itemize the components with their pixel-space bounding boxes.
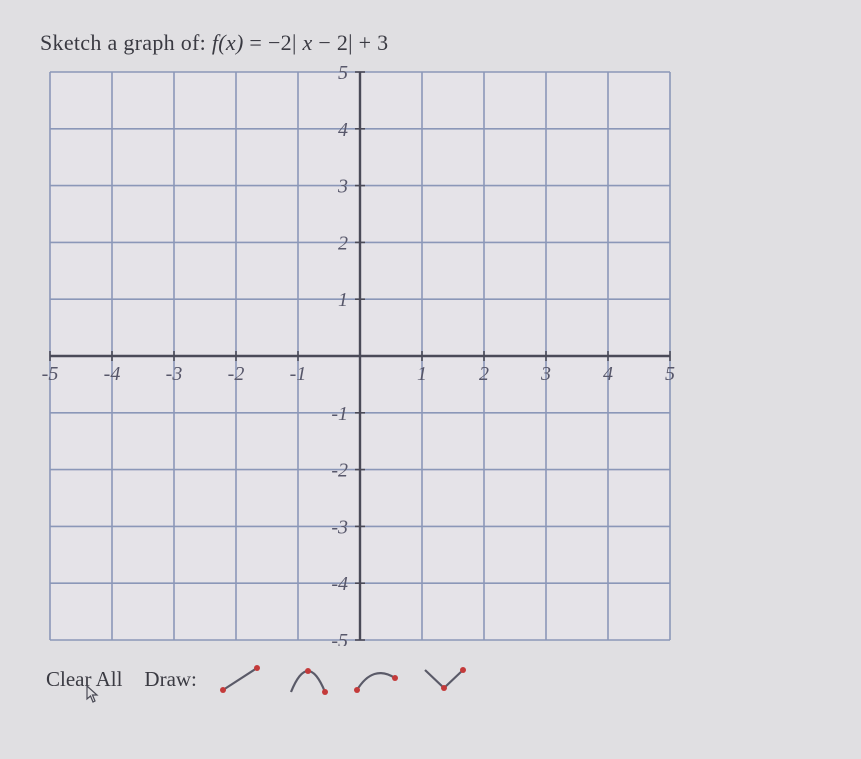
y-tick-label: -5 xyxy=(331,630,348,646)
x-tick-label: -2 xyxy=(228,363,245,385)
absval-tool-icon xyxy=(421,662,467,696)
x-tick-label: -4 xyxy=(104,363,121,385)
clear-all-label: Clear All xyxy=(46,667,122,691)
rhs-a: −2| xyxy=(268,30,297,55)
x-tick-label: -3 xyxy=(166,363,183,385)
y-tick-label: 2 xyxy=(338,232,348,254)
equals: = xyxy=(249,30,268,55)
y-tick-label: -2 xyxy=(331,460,348,482)
y-tick-label: -1 xyxy=(331,403,348,425)
rhs-b: x xyxy=(302,30,312,55)
x-tick-label: 2 xyxy=(479,363,489,385)
arc-tool-icon xyxy=(353,662,399,696)
parabola-tool-button[interactable] xyxy=(283,660,333,698)
x-tick-label: 1 xyxy=(417,363,427,385)
toolbar: Clear All Draw: xyxy=(46,660,821,698)
parabola-tool-icon xyxy=(285,662,331,696)
func-lhs: f(x) xyxy=(212,30,244,55)
x-tick-label: 5 xyxy=(665,363,675,385)
y-tick-label: 5 xyxy=(338,66,348,84)
y-tick-label: 1 xyxy=(338,289,348,311)
coordinate-grid[interactable]: -5 -4 -3 -2 -1 1 2 3 4 5 5 4 3 2 1 -1 -2 -3 -4 -5 xyxy=(40,66,680,646)
line-tool-icon xyxy=(217,662,263,696)
x-tick-label: -1 xyxy=(290,363,307,385)
y-tick-label: 4 xyxy=(338,119,348,141)
arc-tool-button[interactable] xyxy=(351,660,401,698)
x-tick-label: 3 xyxy=(540,363,551,385)
question-prompt: Sketch a graph of: f(x) = −2| x − 2| + 3 xyxy=(40,30,821,56)
y-tick-label: -3 xyxy=(331,516,348,538)
prompt-lead: Sketch a graph of: xyxy=(40,30,212,55)
y-tick-label: 3 xyxy=(337,176,348,198)
line-tool-button[interactable] xyxy=(215,660,265,698)
clear-all-button[interactable]: Clear All xyxy=(46,667,122,692)
x-tick-label: -5 xyxy=(42,363,59,385)
y-tick-label: -4 xyxy=(331,573,348,595)
rhs-c: − 2| + 3 xyxy=(318,30,388,55)
absval-tool-button[interactable] xyxy=(419,660,469,698)
draw-label: Draw: xyxy=(144,667,196,692)
x-tick-label: 4 xyxy=(603,363,613,385)
